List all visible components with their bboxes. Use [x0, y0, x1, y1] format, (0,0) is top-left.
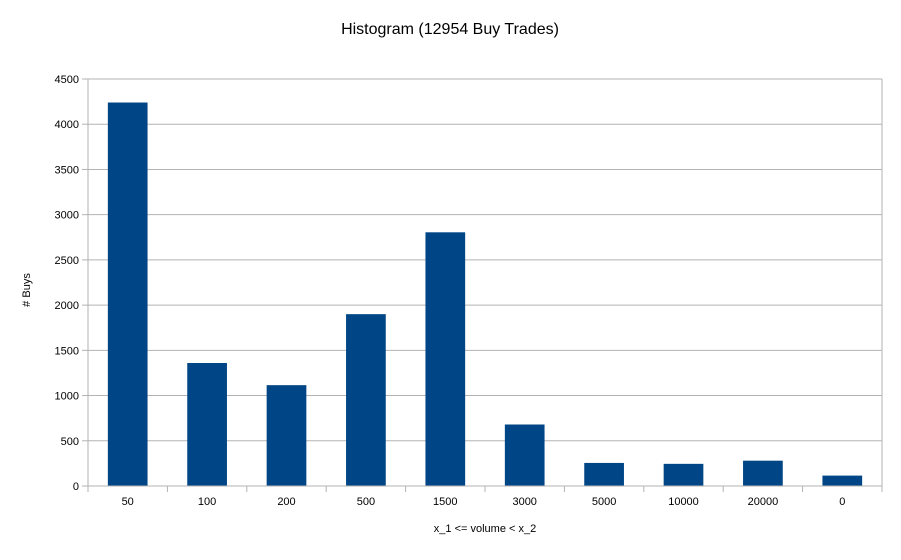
- bar-500: [346, 314, 386, 486]
- bar-200: [266, 385, 307, 486]
- x-axis-label: x_1 <= volume < x_2: [434, 523, 536, 535]
- y-tick-label: 500: [61, 436, 79, 448]
- y-axis-label: # Buys: [21, 273, 33, 307]
- y-tick-label: 0: [73, 481, 79, 493]
- x-tick-label: 200: [277, 496, 295, 508]
- y-tick-label: 3000: [55, 210, 79, 222]
- x-tick-label: 1500: [433, 496, 457, 508]
- bar-3000: [504, 424, 545, 486]
- x-tick-labels: 50 100 200 500 1500 3000 5000 10000 20000 0: [87, 486, 883, 508]
- x-tick-label: 3000: [512, 496, 536, 508]
- bar-0: [822, 475, 863, 486]
- bars: [107, 102, 863, 486]
- x-tick-label: 100: [198, 496, 216, 508]
- x-tick-label: 500: [357, 496, 375, 508]
- x-tick-label: 10000: [668, 496, 699, 508]
- y-tick-label: 2000: [55, 300, 79, 312]
- x-tick-label: 0: [839, 496, 845, 508]
- x-tick-label: 20000: [748, 496, 779, 508]
- bar-1500: [425, 232, 466, 486]
- y-tick-label: 1500: [55, 345, 79, 357]
- x-tick-label: 50: [122, 496, 134, 508]
- y-tick-label: 1000: [55, 391, 79, 403]
- y-tick-label: 4000: [55, 119, 79, 131]
- y-tick-labels: 0 500 1000 1500 2000 2500 3000 3500 4000 4500: [55, 74, 88, 493]
- chart-title: Histogram (12954 Buy Trades): [341, 21, 559, 38]
- bar-100: [187, 362, 227, 486]
- y-tick-label: 3500: [55, 164, 79, 176]
- y-tick-label: 2500: [55, 255, 79, 267]
- bar-5000: [584, 462, 624, 486]
- bar-20000: [743, 460, 783, 486]
- bar-50: [107, 102, 148, 486]
- y-tick-label: 4500: [55, 74, 79, 86]
- x-tick-label: 5000: [592, 496, 616, 508]
- bar-10000: [663, 463, 704, 486]
